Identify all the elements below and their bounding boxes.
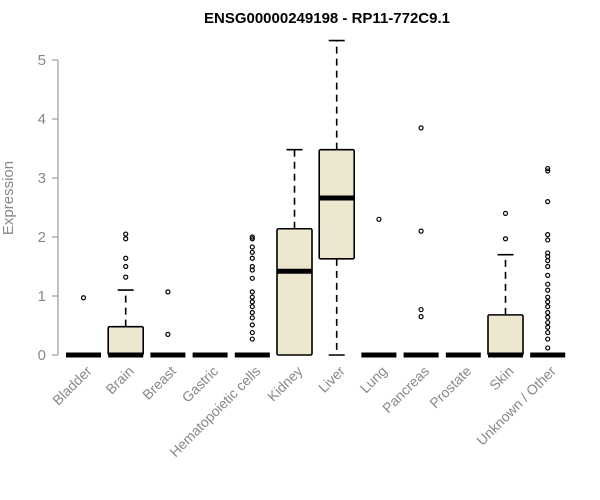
box-liver xyxy=(318,39,356,356)
box-lung xyxy=(361,216,397,358)
outlier-point xyxy=(249,244,255,250)
outlier-point xyxy=(545,237,551,243)
y-tick-label: 4 xyxy=(38,111,46,128)
outlier-point xyxy=(80,295,87,301)
outlier-point xyxy=(249,234,255,240)
outlier-point xyxy=(545,319,551,326)
outlier-point xyxy=(545,272,551,278)
x-tick-label: Prostate xyxy=(426,363,474,411)
outlier-point xyxy=(545,250,551,256)
outlier-point xyxy=(123,255,129,261)
chart-title: ENSG00000249198 - RP11-772C9.1 xyxy=(204,10,450,27)
x-tick-label: Lung xyxy=(357,363,390,396)
outlier-point xyxy=(545,263,551,270)
outlier-point xyxy=(249,236,255,242)
outlier-point xyxy=(123,274,129,280)
outlier-point xyxy=(376,216,382,222)
box-unknown-other xyxy=(530,165,566,358)
box-brain xyxy=(107,231,144,358)
outlier-point xyxy=(249,304,255,310)
outlier-point xyxy=(545,345,551,351)
box-iqr xyxy=(107,325,144,356)
outlier-point xyxy=(123,236,129,242)
outlier-point xyxy=(545,314,551,320)
box-pancreas xyxy=(403,125,439,358)
outlier-point xyxy=(502,210,509,216)
x-tick-label: Kidney xyxy=(264,363,306,405)
x-tick-label: Bladder xyxy=(49,363,95,409)
outlier-point xyxy=(545,258,551,264)
outlier-point xyxy=(418,228,424,234)
x-tick-label: Unknown / Other xyxy=(473,363,559,449)
outlier-point xyxy=(545,299,551,305)
outlier-point xyxy=(123,263,129,270)
outlier-point xyxy=(249,309,255,316)
outlier-point xyxy=(545,304,551,310)
outlier-point xyxy=(249,294,255,300)
outlier-point xyxy=(123,231,129,237)
outlier-point xyxy=(249,255,255,261)
box-iqr xyxy=(318,148,356,260)
y-tick-label: 0 xyxy=(38,347,46,364)
x-tick-label: Breast xyxy=(139,363,179,403)
x-tick-label: Skin xyxy=(486,363,517,394)
outlier-point xyxy=(249,322,255,328)
outlier-point xyxy=(545,309,551,316)
outlier-point xyxy=(545,336,551,342)
x-tick-label: Brain xyxy=(102,363,136,397)
outlier-point xyxy=(165,289,171,295)
outlier-point xyxy=(545,294,551,300)
outlier-point xyxy=(545,281,551,287)
box-iqr xyxy=(276,227,313,356)
x-tick-label: Liver xyxy=(315,363,348,396)
box-skin xyxy=(487,210,524,358)
box-hematopoietic-cells xyxy=(234,234,270,358)
plot-area xyxy=(66,39,566,358)
outlier-point xyxy=(249,329,255,336)
outlier-point xyxy=(545,165,551,172)
outlier-point xyxy=(545,168,551,174)
outlier-point xyxy=(165,331,171,337)
outlier-point xyxy=(502,236,509,242)
outlier-point xyxy=(249,289,255,295)
outlier-point xyxy=(418,306,424,313)
outlier-point xyxy=(249,275,255,281)
y-tick-label: 1 xyxy=(38,288,46,305)
outlier-point xyxy=(249,315,255,321)
x-tick-label: Pancreas xyxy=(379,363,432,416)
y-tick-label: 3 xyxy=(38,170,46,187)
box-iqr xyxy=(487,314,524,356)
y-tick-label: 2 xyxy=(38,229,46,246)
outlier-point xyxy=(545,232,551,238)
y-tick-label: 5 xyxy=(38,52,46,69)
y-axis: 0 1 2 3 4 5 xyxy=(38,52,59,364)
outlier-point xyxy=(249,263,255,270)
box-bladder xyxy=(66,295,101,358)
outlier-point xyxy=(545,199,551,205)
box-kidney xyxy=(276,148,313,356)
outlier-point xyxy=(249,299,255,305)
outlier-point xyxy=(545,329,551,336)
box-breast xyxy=(150,289,186,358)
outlier-point xyxy=(418,125,424,131)
outlier-point xyxy=(418,314,424,320)
y-axis-label: Expression xyxy=(0,161,17,235)
outlier-point xyxy=(249,249,255,255)
outlier-point xyxy=(249,336,255,342)
outlier-point xyxy=(545,324,551,330)
outlier-point xyxy=(545,287,551,293)
